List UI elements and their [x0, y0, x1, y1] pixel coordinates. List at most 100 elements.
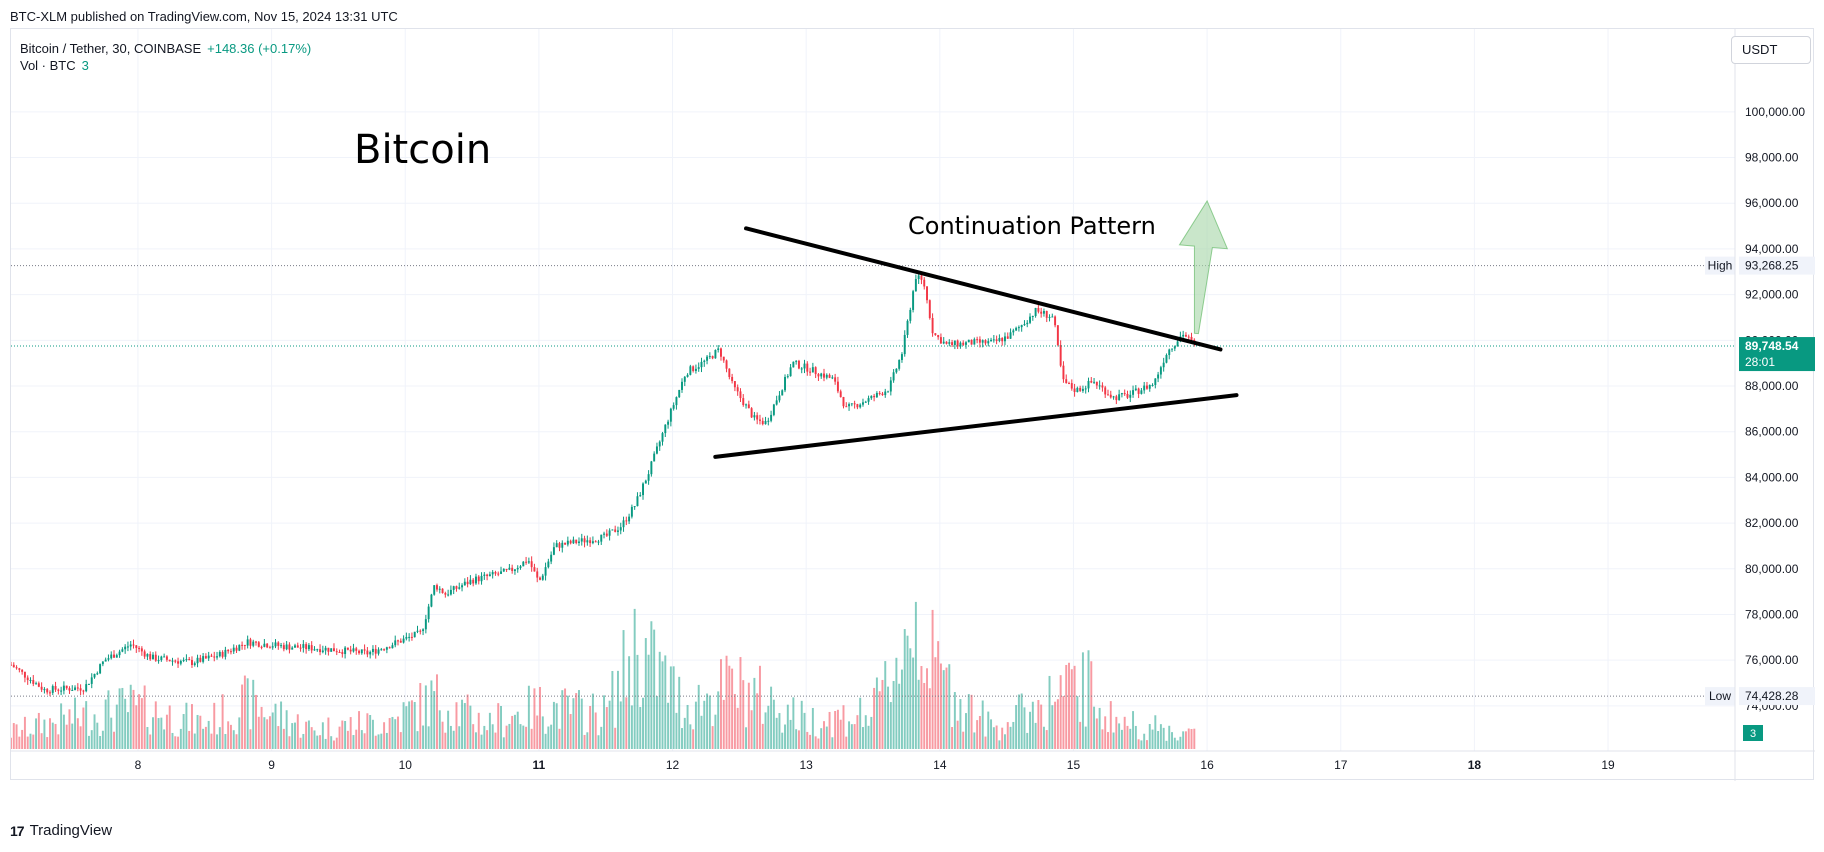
volume-bar [814, 736, 817, 749]
candle-body [578, 541, 580, 544]
volume-bar [1056, 699, 1059, 749]
volume-bar [447, 710, 450, 749]
candle-body [664, 424, 667, 434]
upper-trendline[interactable] [744, 226, 1223, 352]
volume-bar [397, 716, 399, 749]
candle-body [803, 363, 806, 369]
volume-bar [1048, 675, 1051, 749]
volume-bar [1120, 729, 1123, 749]
candle-body [686, 374, 689, 377]
candle-body [516, 567, 519, 570]
candle-body [948, 342, 951, 344]
date-tick-label: 16 [1200, 758, 1214, 772]
candle-body [363, 649, 366, 651]
volume-bar [784, 724, 786, 749]
volume-bar [154, 701, 157, 749]
candle-body [79, 688, 82, 691]
volume-bar [995, 725, 998, 749]
candle-body [525, 561, 528, 563]
volume-bar [717, 691, 720, 749]
candle-body [416, 630, 419, 632]
symbol-title[interactable]: Bitcoin / Tether, 30, COINBASE [20, 41, 202, 56]
volume-bar [669, 666, 672, 749]
volume-bar [321, 722, 324, 749]
volume-bar [728, 665, 731, 749]
candle-body [1090, 380, 1093, 383]
candle-body [1184, 334, 1187, 337]
candle-body [811, 367, 814, 373]
volume-bar [600, 726, 603, 749]
candle-body [49, 692, 51, 694]
candle-body [213, 656, 216, 658]
footer-brand[interactable]: 17 TradingView [10, 822, 112, 839]
date-tick-label: 10 [399, 758, 413, 772]
volume-bar [1112, 732, 1115, 749]
volume-bar [497, 703, 500, 749]
volume-bar [444, 732, 447, 749]
candle-body [110, 654, 113, 659]
candle-body [753, 415, 756, 418]
candle-body [1006, 336, 1009, 339]
candle-body [881, 393, 884, 396]
chart-annotation-title[interactable]: Bitcoin [354, 127, 491, 173]
candle-body [586, 540, 589, 543]
volume-bar [642, 697, 644, 749]
volume-bar [564, 688, 567, 749]
candle-body [1176, 341, 1179, 347]
candle-body [784, 376, 786, 391]
volume-bar [745, 727, 748, 749]
candle-body [856, 404, 859, 408]
volume-bar [238, 717, 241, 749]
currency-button[interactable]: USDT [1731, 36, 1811, 64]
candle-body [965, 342, 967, 345]
volume-bar [430, 680, 433, 749]
candle-body [990, 339, 993, 342]
volume-legend-label[interactable]: Vol · BTC [20, 58, 76, 73]
candle-body [241, 644, 244, 646]
candle-body [906, 320, 909, 335]
candle-body [366, 650, 369, 655]
date-tick-label: 12 [666, 758, 680, 772]
candle-body [235, 647, 238, 651]
candle-body [458, 587, 461, 589]
volume-bar [683, 717, 686, 749]
volume-bar [388, 718, 391, 749]
candle-body [831, 377, 834, 379]
candle-body [422, 629, 425, 632]
volume-bar [781, 732, 784, 749]
lower-trendline[interactable] [713, 393, 1239, 459]
candle-body [1145, 385, 1148, 389]
candle-body [285, 644, 288, 650]
volume-bar [912, 657, 915, 749]
volume-bar [436, 674, 438, 749]
candle-body [1107, 394, 1109, 396]
candle-body [1120, 393, 1123, 395]
candle-body [973, 339, 976, 345]
candle-body [597, 541, 600, 543]
last-price-value[interactable]: 89,748.54 [1745, 339, 1799, 353]
candle-body [82, 690, 85, 692]
chart-frame[interactable]: High Low Bitcoin Continuation Pattern 100,0… [10, 28, 1815, 781]
candle-body [909, 309, 912, 321]
volume-bar [113, 731, 115, 749]
volume-bar [767, 705, 770, 749]
candle-body [956, 340, 959, 347]
candle-body [1132, 390, 1135, 395]
date-tick-label: 11 [533, 758, 546, 772]
candle-body [335, 651, 338, 653]
candle-body [513, 569, 516, 571]
volume-bar [463, 703, 466, 749]
volume-bar [575, 693, 578, 749]
price-chart[interactable]: High Low Bitcoin Continuation Pattern 100,0… [11, 29, 1815, 781]
volume-bar [419, 683, 422, 749]
projection-arrow[interactable] [1178, 199, 1229, 335]
candle-body [204, 656, 207, 659]
volume-bar [224, 733, 227, 749]
candle-body [1112, 396, 1115, 398]
volume-bar [839, 719, 842, 749]
candle-body [945, 341, 948, 344]
price-tick-label: 82,000.00 [1745, 516, 1799, 530]
pattern-annotation[interactable]: Continuation Pattern [908, 212, 1156, 240]
candle-body [611, 529, 614, 531]
volume-bar [1026, 732, 1029, 749]
